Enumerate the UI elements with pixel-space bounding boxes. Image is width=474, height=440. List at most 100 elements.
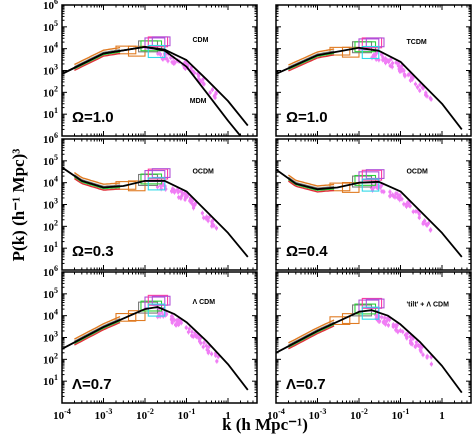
survey-band — [74, 46, 121, 66]
survey-band — [74, 52, 121, 72]
plot-area — [276, 37, 463, 130]
data-point — [208, 91, 212, 95]
tick-exp: 2 — [54, 84, 58, 93]
data-point — [193, 201, 198, 205]
tick-base: 10 — [309, 410, 321, 422]
data-point — [199, 79, 203, 84]
survey-box — [151, 295, 171, 306]
data-point — [391, 193, 395, 197]
y-tick-label: 104 — [43, 41, 58, 56]
survey-band — [288, 321, 335, 346]
survey-band — [74, 315, 121, 340]
tick-exp: 5 — [54, 153, 58, 162]
data-point — [197, 74, 201, 78]
data-point — [417, 215, 421, 220]
y-tick-label: 102 — [43, 84, 58, 99]
tick-base: 10 — [267, 410, 279, 422]
plot-area — [276, 168, 463, 258]
data-point — [372, 53, 376, 57]
survey-box — [361, 178, 380, 192]
tick-exp: -2 — [147, 407, 154, 416]
x-tick-label: 10-1 — [178, 407, 196, 422]
tick-base: 10 — [43, 134, 55, 146]
data-point — [207, 349, 211, 353]
tick-exp: 3 — [54, 197, 58, 206]
tick-base: 10 — [43, 87, 55, 99]
tick-base: 10 — [43, 267, 55, 279]
tick-base: 10 — [43, 221, 55, 233]
data-point — [197, 339, 202, 343]
data-point — [210, 352, 214, 356]
x-tick-label: 10-1 — [392, 407, 410, 422]
tick-base: 10 — [43, 354, 55, 366]
x-axis-label: k (h Mpc⁻¹) — [222, 415, 308, 434]
survey-band — [288, 48, 335, 66]
data-point — [190, 199, 194, 203]
y-tick-label: 106 — [43, 131, 58, 146]
tick-exp: -3 — [106, 407, 113, 416]
tick-base: 10 — [43, 22, 55, 34]
y-tick-label: 104 — [43, 175, 58, 190]
tick-exp: -4 — [278, 407, 285, 416]
y-tick-label: 103 — [43, 197, 58, 212]
data-point — [405, 335, 409, 339]
plot-area — [62, 294, 249, 391]
data-point — [214, 226, 219, 230]
data-point — [420, 85, 424, 90]
data-point — [400, 67, 404, 71]
data-point — [395, 323, 399, 327]
data-point — [405, 202, 409, 206]
tick-base: 10 — [43, 311, 55, 323]
tick-exp: 5 — [54, 19, 58, 28]
survey-band — [74, 51, 121, 70]
data-point — [201, 345, 205, 349]
y-tick-label: 101 — [43, 106, 58, 121]
y-tick-label: 103 — [43, 330, 58, 345]
data-point — [190, 333, 194, 338]
y-tick-label: 105 — [43, 153, 58, 168]
tick-base: 10 — [53, 410, 65, 422]
panel-label: Ω=1.0 — [286, 109, 328, 126]
survey-box — [115, 313, 137, 322]
x-tick-label: 1 — [225, 410, 231, 422]
data-point — [428, 96, 432, 100]
data-point — [411, 210, 415, 214]
tick-exp: 5 — [54, 286, 58, 295]
data-point — [396, 196, 400, 200]
data-point — [415, 85, 420, 89]
tick-base: 10 — [43, 109, 55, 121]
data-point — [374, 51, 379, 55]
data-point — [386, 323, 390, 327]
survey-band — [74, 176, 121, 190]
tick-exp: 6 — [54, 0, 58, 6]
data-point — [425, 223, 429, 227]
data-point — [216, 355, 220, 359]
x-tick-label: 1 — [439, 410, 445, 422]
data-point — [202, 340, 206, 345]
model-label: 'tilt' + Λ CDM — [406, 301, 449, 308]
data-point — [202, 216, 206, 220]
data-point — [201, 81, 205, 85]
data-point — [212, 94, 216, 98]
survey-band — [288, 323, 335, 348]
data-point — [387, 318, 392, 322]
data-point — [429, 362, 433, 366]
tick-base: 10 — [350, 410, 362, 422]
data-point — [193, 331, 197, 335]
model-label: TCDM — [406, 39, 426, 46]
survey-box — [365, 169, 385, 179]
data-point — [388, 190, 392, 194]
x-tick-label: 10-4 — [53, 407, 71, 422]
data-point — [396, 61, 401, 66]
plot-area — [276, 297, 463, 394]
data-point — [393, 195, 397, 199]
data-point — [423, 219, 427, 223]
data-point — [413, 82, 418, 86]
data-point — [416, 343, 420, 347]
data-point — [394, 192, 398, 196]
data-point — [201, 77, 205, 81]
data-point — [172, 61, 176, 66]
survey-band — [287, 174, 335, 187]
survey-band — [287, 176, 335, 189]
